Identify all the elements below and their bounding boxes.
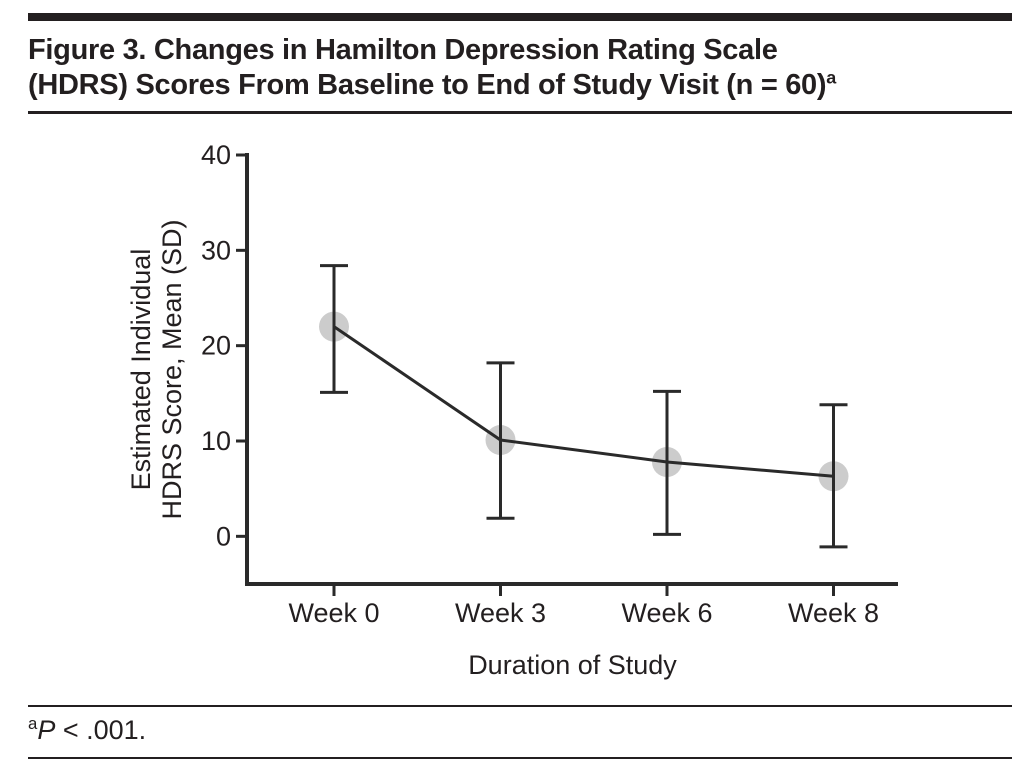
y-tick-label: 0 <box>216 521 231 551</box>
footnote-text: < .001. <box>55 715 147 745</box>
footnote-divider-top <box>28 705 1012 707</box>
y-tick-label: 40 <box>201 140 231 170</box>
footnote-stat-label: P <box>37 715 56 745</box>
x-tick-label: Week 6 <box>621 598 712 628</box>
title-divider <box>28 111 1012 114</box>
x-tick-label: Week 8 <box>788 598 879 628</box>
figure-title: Figure 3. Changes in Hamilton Depression… <box>28 33 1012 103</box>
top-rule-thick <box>28 13 1012 21</box>
y-axis-title-line1: Estimated Individual <box>126 249 156 491</box>
x-tick-label: Week 0 <box>288 598 379 628</box>
figure-title-line2: (HDRS) Scores From Baseline to End of St… <box>28 69 827 101</box>
y-tick-label: 30 <box>201 235 231 265</box>
footnote-divider-bottom <box>28 757 1012 759</box>
y-tick-label: 20 <box>201 331 231 361</box>
y-tick-label: 10 <box>201 426 231 456</box>
figure-title-superscript: a <box>826 67 836 88</box>
y-axis-title-line2: HDRS Score, Mean (SD) <box>157 219 187 519</box>
x-tick-label: Week 3 <box>455 598 546 628</box>
x-axis-title: Duration of Study <box>468 650 677 680</box>
footnote: aP < .001. <box>28 714 146 746</box>
figure-title-line1: Figure 3. Changes in Hamilton Depression… <box>28 34 778 66</box>
footnote-superscript: a <box>28 714 38 733</box>
axes <box>245 153 898 586</box>
series-line <box>333 325 834 478</box>
